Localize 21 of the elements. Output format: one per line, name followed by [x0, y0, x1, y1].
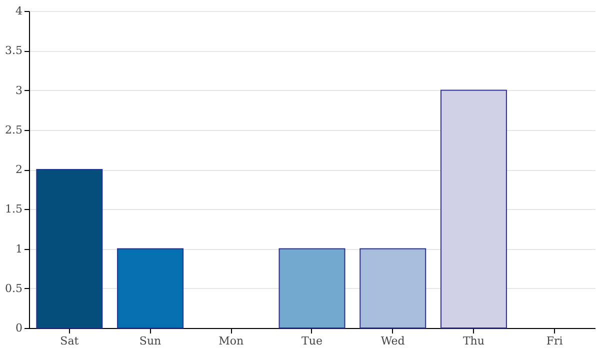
bar	[440, 90, 507, 328]
x-tick-label: Tue	[302, 334, 322, 348]
y-tick-label: 2	[16, 163, 22, 176]
bar	[117, 248, 184, 328]
bar	[278, 248, 346, 328]
y-tick-label: 1.5	[5, 202, 22, 216]
y-tick-label: 0	[16, 322, 22, 334]
bar	[360, 248, 426, 328]
x-tick-label: Mon	[218, 334, 244, 348]
y-tick-label: 3	[16, 84, 22, 97]
x-tick-label: Sat	[60, 334, 80, 348]
x-tick-label: Sun	[139, 334, 162, 348]
y-tick-label: 0.5	[5, 282, 22, 295]
bar	[36, 169, 103, 328]
y-tick-label: 4	[16, 4, 22, 18]
x-tick-label: Thu	[462, 334, 484, 348]
y-tick-label: 2.5	[5, 123, 22, 136]
y-tick-label: 3.5	[5, 44, 22, 58]
x-tick-label: Fri	[546, 334, 564, 348]
x-tick-label: Wed	[380, 334, 405, 348]
y-tick-label: 1	[16, 242, 22, 256]
